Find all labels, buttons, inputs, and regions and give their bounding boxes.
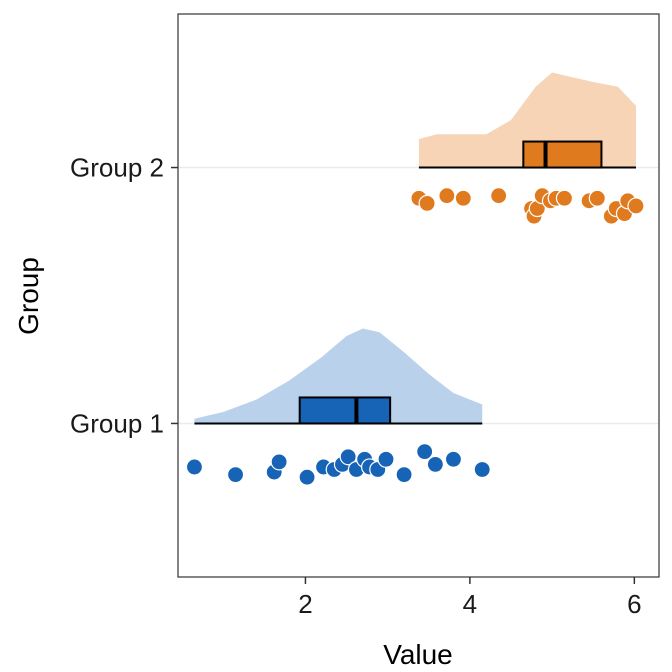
point-group-2-4 xyxy=(454,189,472,207)
point-group-1-2 xyxy=(226,466,245,484)
point-group-1-15 xyxy=(395,466,413,484)
x-axis: 2 4 6 xyxy=(298,577,642,619)
point-group-1-9 xyxy=(339,448,357,466)
point-group-1-4 xyxy=(270,453,288,471)
y-tick-label-2: Group 2 xyxy=(70,153,164,183)
panel-border xyxy=(177,13,660,578)
rain-points xyxy=(185,187,645,486)
point-group-1-19 xyxy=(473,460,491,479)
point-group-1-18 xyxy=(444,450,463,468)
point-group-1-5 xyxy=(298,468,316,486)
point-group-2-5 xyxy=(490,187,508,205)
x-axis-title: Value xyxy=(383,639,453,670)
point-group-2-12 xyxy=(555,189,574,207)
y-tick-label-1: Group 1 xyxy=(70,408,164,438)
box-group-1 xyxy=(298,396,392,425)
point-group-2-19 xyxy=(627,197,645,215)
box-group-2 xyxy=(522,140,603,169)
x-tick-label-2: 2 xyxy=(298,589,312,619)
x-tick-label-6: 6 xyxy=(627,589,641,619)
y-axis-title: Group xyxy=(13,257,44,335)
y-axis: Group 1 Group 2 xyxy=(70,153,178,438)
point-group-2-3 xyxy=(438,187,456,205)
density-cloud-group-1 xyxy=(194,328,483,424)
point-group-1-1 xyxy=(185,458,204,476)
point-group-1-14 xyxy=(377,450,395,468)
boxplots xyxy=(194,140,636,425)
point-group-1-17 xyxy=(426,455,444,473)
point-group-1-16 xyxy=(416,443,434,461)
x-tick-label-4: 4 xyxy=(463,589,477,619)
point-group-2-2 xyxy=(418,194,436,212)
point-group-2-14 xyxy=(588,189,606,207)
